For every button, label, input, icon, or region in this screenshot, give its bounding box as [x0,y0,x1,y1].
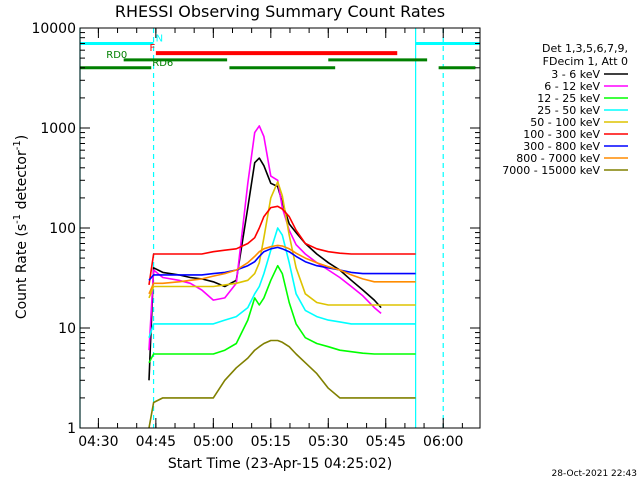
y-tick-label-4: 10000 [31,21,76,37]
y-axis-title-sup1: -1 [12,214,23,224]
legend-label-5: 100 - 300 keV [523,128,600,141]
series-line-2 [148,264,416,364]
y-axis-title-sup2: -1 [12,140,23,150]
axes: 04:30 04:45 05:00 05:15 05:30 05:45 06:00 1 10 10… [31,21,481,450]
legend-label-4: 50 - 100 keV [530,116,600,129]
state-segments: NF RD0 RD6 [80,33,480,70]
plot-area [80,28,480,428]
legend-label-3: 25 - 50 keV [537,104,600,117]
series-line-5 [148,205,416,286]
y-tick-label-2: 100 [49,221,76,237]
legend-label-1: 6 - 12 keV [544,80,600,93]
x-tick-label-5: 05:45 [366,434,406,450]
series-line-1 [148,125,382,351]
x-tick-label-2: 05:00 [193,434,233,450]
series-lines [148,125,416,429]
y-axis-title: Count Rate (s-1 detector-1) [12,135,30,319]
footer-timestamp: 28-Oct-2021 22:43 [552,469,637,479]
x-tick-label-1: 04:45 [136,434,176,450]
y-tick-label-3: 1000 [40,121,76,137]
y-axis-title-part1: Count Rate (s [14,224,30,319]
legend-label-0: 3 - 6 keV [551,68,600,81]
legend-header-line1: Det 1,3,5,6,7,9, [542,42,628,55]
legend-label-8: 7000 - 15000 keV [502,164,600,177]
legend: Det 1,3,5,6,7,9, FDecim 1, Att 0 3 - 6 k… [502,42,628,177]
state-segment-label-4: RD6 [152,58,173,69]
x-tick-label-4: 05:30 [308,434,348,450]
y-tick-label-1: 10 [58,321,76,337]
legend-label-6: 300 - 800 keV [523,140,600,153]
series-line-8 [148,339,416,429]
series-line-3 [148,227,416,338]
legend-header-line2: FDecim 1, Att 0 [543,55,628,68]
plot-background [80,28,480,428]
x-tick-label-3: 05:15 [251,434,291,450]
y-tick-label-0: 1 [67,421,76,437]
x-axis-title: Start Time (23-Apr-15 04:25:02) [168,456,392,472]
x-tick-label-6: 06:00 [423,434,463,450]
state-segment-label-3: RD0 [106,50,127,61]
series-line-6 [148,246,416,281]
chart-title: RHESSI Observing Summary Count Rates [115,2,445,21]
legend-label-7: 800 - 7000 keV [516,152,600,165]
y-axis-title-part2: detector [14,150,30,214]
y-axis-title-part3: ) [14,135,30,140]
legend-label-2: 12 - 25 keV [537,92,600,105]
state-segment-label-0: N [156,33,163,44]
state-segment-label-2: F [150,43,156,54]
series-line-7 [148,244,416,295]
x-tick-label-0: 04:30 [78,434,118,450]
series-line-4 [148,181,416,306]
